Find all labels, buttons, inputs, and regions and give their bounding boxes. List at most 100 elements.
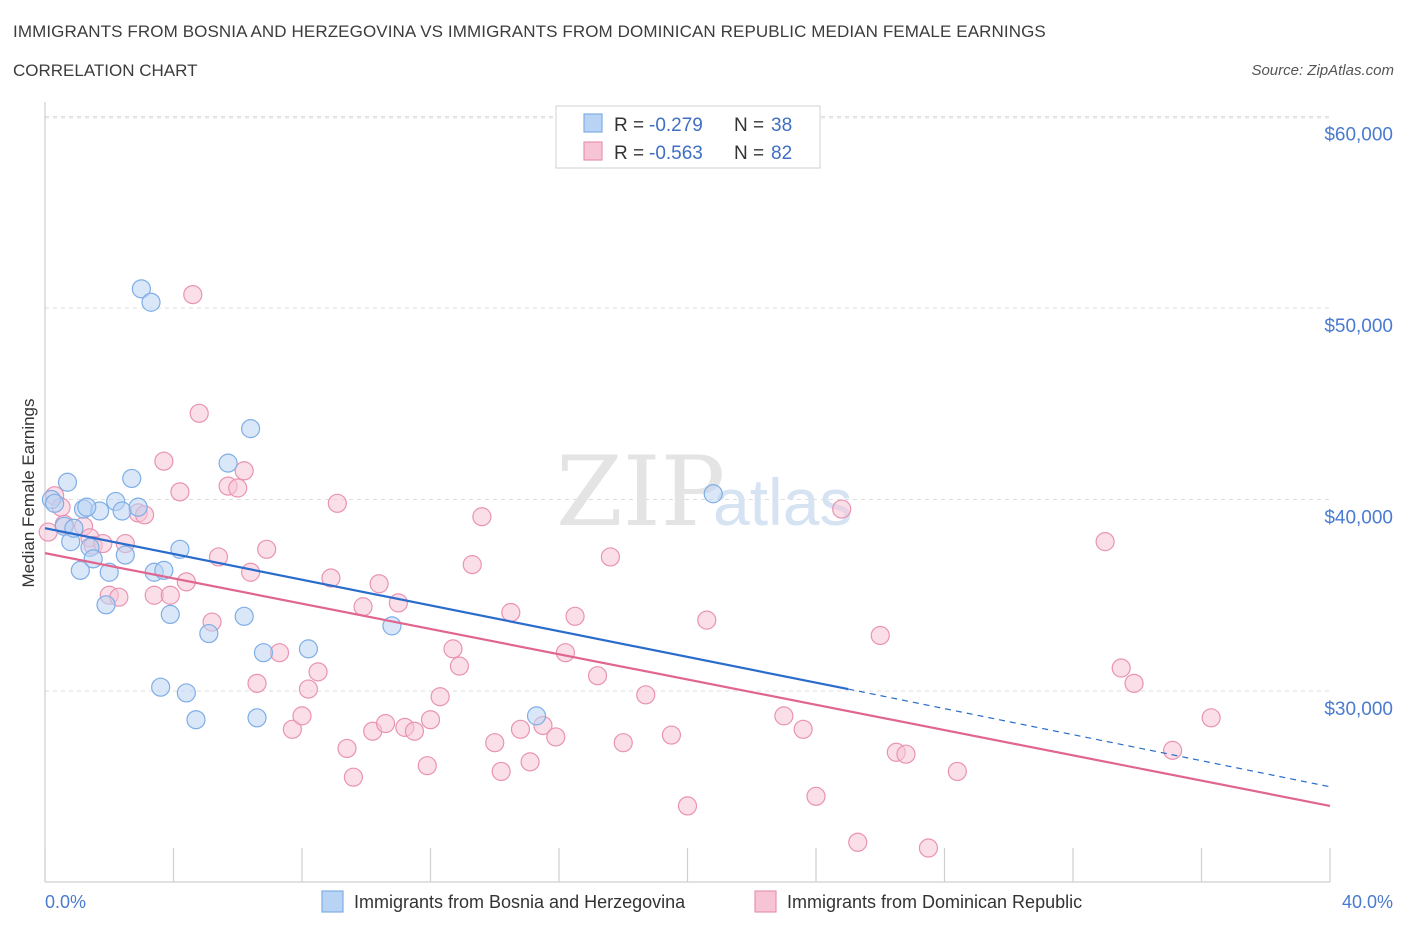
dominican-point-50	[472, 507, 492, 527]
bosnia-point-18	[141, 292, 161, 312]
trend-lines	[44, 527, 1331, 807]
legend-swatch-blue	[583, 113, 603, 133]
dominican-point-75	[918, 838, 939, 858]
y-tick-label-0: $30,000	[1324, 699, 1393, 720]
dominican-point-26	[247, 673, 267, 693]
dominican-point-39	[369, 574, 389, 594]
bosnia-point-16	[128, 497, 148, 517]
dominican-point-37	[353, 597, 373, 617]
dominican-point-32	[308, 662, 328, 682]
dominican-point-68	[793, 719, 813, 739]
dominican-point-80	[1162, 740, 1183, 760]
dominican-point-49	[462, 555, 482, 575]
legend-swatch-pink	[583, 141, 603, 161]
dominican-point-34	[327, 493, 347, 513]
dominican-point-52	[491, 761, 511, 782]
dominican-point-13	[144, 585, 164, 605]
bosnia-point-17	[131, 279, 151, 299]
dominican-point-51	[485, 733, 505, 753]
dominican-point-27	[257, 539, 277, 559]
dominican-point-58	[555, 643, 576, 663]
bosnia-point-3	[57, 472, 78, 492]
dominican-point-31	[298, 679, 319, 699]
bosnia-point-15	[122, 468, 142, 489]
dominican-point-64	[661, 725, 682, 745]
dominican-point-53	[501, 602, 521, 623]
dominican-point-45	[420, 710, 441, 730]
dominican-point-59	[565, 606, 585, 626]
dominican-point-55	[520, 752, 540, 772]
dominican-point-24	[234, 461, 254, 481]
dominican-trend-line	[44, 552, 1331, 807]
dominican-point-54	[510, 719, 531, 739]
dominican-point-79	[1124, 673, 1144, 693]
dominican-point-14	[154, 451, 174, 471]
dominican-point-48	[449, 656, 470, 676]
bosnia-point-24	[176, 683, 196, 703]
dominican-point-40	[375, 713, 396, 734]
bottom-legend-swatch-blue	[321, 890, 344, 913]
bosnia-point-27	[218, 453, 238, 473]
series-dominican-points	[38, 284, 1221, 858]
dominican-point-62	[613, 733, 633, 753]
bosnia-point-22	[160, 604, 180, 625]
legend-r-label-2: R =	[614, 143, 644, 164]
dominican-point-67	[774, 706, 794, 726]
dominican-point-71	[848, 832, 868, 852]
x-tick-labels: 0.0% 40.0%	[45, 892, 1393, 912]
bosnia-point-8	[83, 549, 103, 569]
bosnia-point-26	[199, 623, 219, 644]
grid-lines	[45, 116, 1330, 692]
dominican-point-23	[228, 478, 248, 498]
dominican-point-33	[321, 568, 341, 588]
dominican-point-44	[417, 756, 437, 776]
dominican-point-46	[430, 687, 450, 707]
watermark-zip: ZIP	[556, 436, 725, 548]
bosnia-point-30	[247, 708, 267, 728]
dominican-point-72	[870, 625, 890, 646]
dominican-point-66	[697, 610, 717, 630]
dominican-point-60	[587, 666, 608, 686]
bosnia-trend-extension	[848, 688, 1331, 788]
bottom-legend-item-2: Immigrants from Dominican Republic	[787, 892, 1082, 912]
bosnia-point-34	[526, 706, 547, 726]
bosnia-point-31	[253, 643, 274, 663]
dominican-point-18	[183, 284, 203, 305]
dominican-point-65	[677, 796, 698, 816]
dominican-point-61	[600, 547, 621, 567]
bosnia-point-10	[96, 595, 116, 615]
dominican-point-35	[337, 738, 357, 759]
dominican-point-16	[170, 482, 190, 502]
dominican-point-15	[160, 585, 180, 605]
bosnia-point-32	[298, 639, 319, 659]
dominican-point-78	[1111, 658, 1131, 678]
watermark: ZIP atlas	[556, 436, 852, 548]
bottom-legend: Immigrants from Bosnia and Herzegovina I…	[321, 890, 1082, 913]
dominican-point-29	[282, 719, 302, 739]
legend-n-label-1: N =	[734, 115, 764, 136]
x-tick-label-1: 40.0%	[1342, 892, 1393, 912]
dominican-point-57	[546, 727, 566, 747]
bosnia-point-25	[186, 710, 206, 730]
source-label: Source: ZipAtlas.com	[1251, 62, 1394, 79]
bosnia-point-11	[99, 562, 119, 582]
dominican-point-76	[947, 761, 967, 782]
x-tick-label-0: 0.0%	[45, 892, 86, 912]
legend-n-value-2: 82	[771, 143, 792, 164]
dominican-point-43	[404, 721, 425, 741]
dominican-point-77	[1095, 532, 1115, 552]
y-tick-labels: $30,000 $40,000 $50,000 $60,000	[1324, 125, 1393, 721]
watermark-atlas: atlas	[713, 465, 852, 539]
bosnia-point-28	[234, 606, 254, 626]
bosnia-point-14	[115, 545, 135, 565]
bottom-legend-swatch-pink	[754, 890, 777, 913]
legend-r-value-2: -0.563	[649, 143, 703, 164]
stats-legend: R = -0.279 N = 38 R = -0.563 N = 82	[555, 105, 821, 169]
dominican-point-63	[636, 685, 656, 705]
chart-subtitle: CORRELATION CHART	[13, 61, 198, 80]
bosnia-point-20	[151, 677, 171, 697]
axes	[44, 102, 1331, 883]
legend-n-label-2: N =	[734, 143, 764, 164]
dominican-point-0	[38, 522, 58, 542]
dominican-point-19	[189, 403, 209, 423]
